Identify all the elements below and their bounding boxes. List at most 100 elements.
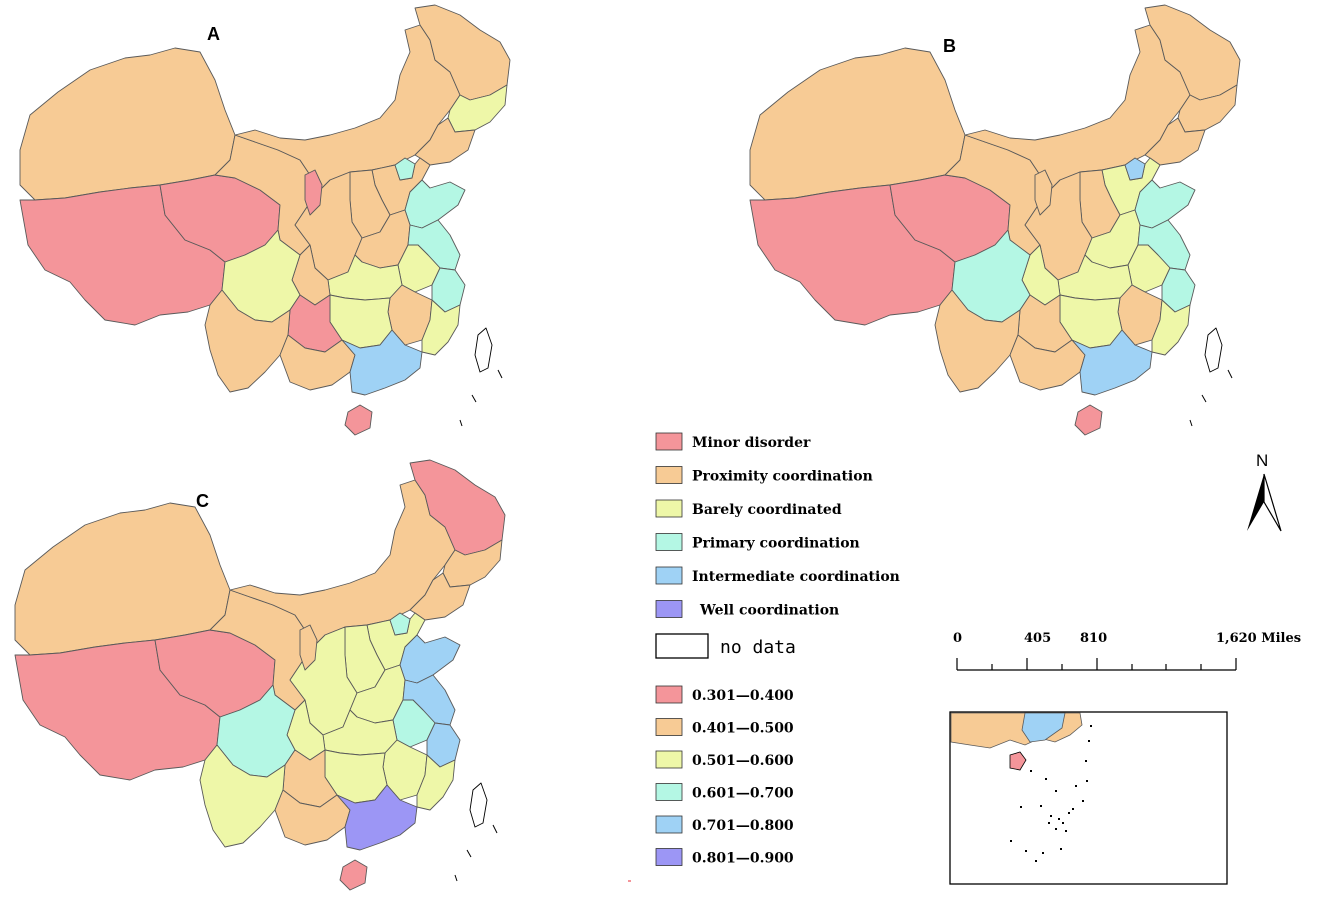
island-mark <box>471 394 477 403</box>
region-liaoning <box>414 117 476 166</box>
scale-tick-label-2: 810 <box>1080 631 1107 646</box>
legend-swatch-minor-disorder <box>655 685 683 704</box>
inset-island-dot <box>1085 760 1087 762</box>
region-jilin <box>447 84 508 133</box>
scale-tick-label-0: 0 <box>953 631 962 646</box>
region-beijing <box>394 157 416 181</box>
stray-mark <box>628 880 631 882</box>
legend-class-list: Minor disorder Proximity coordination Bare… <box>655 432 900 619</box>
region-ningxia <box>304 169 323 216</box>
panel-label-c: C <box>196 491 209 511</box>
inset-island-dot <box>1040 805 1042 807</box>
inset-island-dot <box>1082 800 1084 802</box>
legend-label-minor-disorder: Minor disorder <box>692 435 811 451</box>
inset-island-dot <box>1030 770 1032 772</box>
island-mark <box>459 419 463 427</box>
legend-swatch-barely <box>655 750 683 769</box>
region-ningxia <box>299 624 318 671</box>
legend-swatch-well <box>655 600 683 618</box>
region-fujian <box>1151 299 1191 356</box>
north-label: N <box>1256 451 1268 470</box>
region-guangdong <box>341 329 423 396</box>
region-fujian <box>421 299 461 356</box>
inset-island-dot <box>1065 830 1067 832</box>
inset-island-dot <box>1020 806 1022 808</box>
inset-map <box>950 712 1092 862</box>
legend-nodata-label: no data <box>720 637 796 658</box>
region-beijing <box>389 612 411 636</box>
region-beijing <box>1124 157 1146 181</box>
island-mark <box>1227 369 1233 379</box>
island-mark <box>497 369 503 379</box>
region-guangdong <box>1071 329 1153 396</box>
legend-swatch-proximity <box>655 466 683 484</box>
legend-nodata-swatch <box>655 633 709 659</box>
inset-island-dot <box>1062 822 1064 824</box>
north-arrow-right-half <box>1263 473 1282 532</box>
inset-hainan <box>1009 751 1027 771</box>
region-taiwan <box>1204 327 1223 373</box>
inset-island-dot <box>1048 822 1050 824</box>
legend-label-primary: 0.601—0.700 <box>692 786 794 802</box>
legend-swatch-intermediate <box>655 566 683 585</box>
legend-label-barely: 0.501—0.600 <box>692 753 794 769</box>
inset-island-dot <box>1050 815 1052 817</box>
region-taiwan <box>469 782 488 828</box>
legend-swatch-primary <box>655 783 683 801</box>
legend-swatch-well <box>655 848 683 866</box>
legend-label-well: Well coordination <box>699 603 839 619</box>
legend-swatch-primary <box>655 533 683 551</box>
legend: Minor disorder Proximity coordination Bare… <box>655 432 900 867</box>
legend-label-proximity: 0.401—0.500 <box>692 721 794 737</box>
island-mark <box>1201 394 1207 403</box>
island-mark <box>466 849 472 858</box>
region-hainan <box>344 404 373 436</box>
legend-swatch-minor-disorder <box>655 432 683 451</box>
inset-island-dot <box>1072 808 1074 810</box>
north-arrow-left-half <box>1247 474 1264 531</box>
legend-label-intermediate: Intermediate coordination <box>692 569 900 585</box>
island-mark <box>454 874 458 882</box>
inset-island-dot <box>1068 812 1070 814</box>
region-jilin <box>442 539 503 588</box>
inset-island-dot <box>1035 860 1037 862</box>
inset-island-dot <box>1055 828 1057 830</box>
island-mark <box>492 824 498 834</box>
legend-range-list: 0.301—0.400 0.401—0.500 0.501—0.600 0.601—0… <box>655 685 794 867</box>
inset-island-dot <box>1086 780 1088 782</box>
inset-island-dot <box>1075 785 1077 787</box>
region-taiwan <box>474 327 493 373</box>
region-hainan <box>339 859 368 891</box>
inset-island-dot <box>1060 848 1062 850</box>
legend-label-proximity: Proximity coordination <box>692 469 873 485</box>
inset-island-dot <box>1010 840 1012 842</box>
legend-swatch-proximity <box>655 718 683 736</box>
island-mark <box>1189 419 1193 427</box>
inset-island-dot <box>1055 790 1057 792</box>
map-panel-b <box>749 4 1241 436</box>
scale-tick-label-1: 405 <box>1024 631 1051 646</box>
inset-guangdong <box>1021 712 1066 743</box>
scale-bar: 0 405 810 1,620 Miles <box>953 631 1301 671</box>
region-liaoning <box>409 572 471 621</box>
map-panel-a <box>19 4 511 436</box>
legend-label-intermediate: 0.701—0.800 <box>692 818 794 834</box>
scale-tick-label-3: 1,620 Miles <box>1216 631 1301 646</box>
legend-label-primary: Primary coordination <box>692 536 860 552</box>
south-china-sea-inset <box>949 711 1228 885</box>
legend-label-minor-disorder: 0.301—0.400 <box>692 688 794 704</box>
legend-label-well: 0.801—0.900 <box>692 851 794 867</box>
region-jilin <box>1177 84 1238 133</box>
inset-island-dot <box>1058 818 1060 820</box>
inset-island-dot <box>1025 850 1027 852</box>
region-ningxia <box>1034 169 1053 216</box>
legend-swatch-intermediate <box>655 815 683 834</box>
region-liaoning <box>1144 117 1206 166</box>
inset-island-dot <box>1042 852 1044 854</box>
region-guangdong <box>336 784 418 851</box>
map-panel-c <box>14 459 506 891</box>
north-arrow: N <box>1247 451 1282 532</box>
region-hainan <box>1074 404 1103 436</box>
inset-island-dot <box>1090 725 1092 727</box>
